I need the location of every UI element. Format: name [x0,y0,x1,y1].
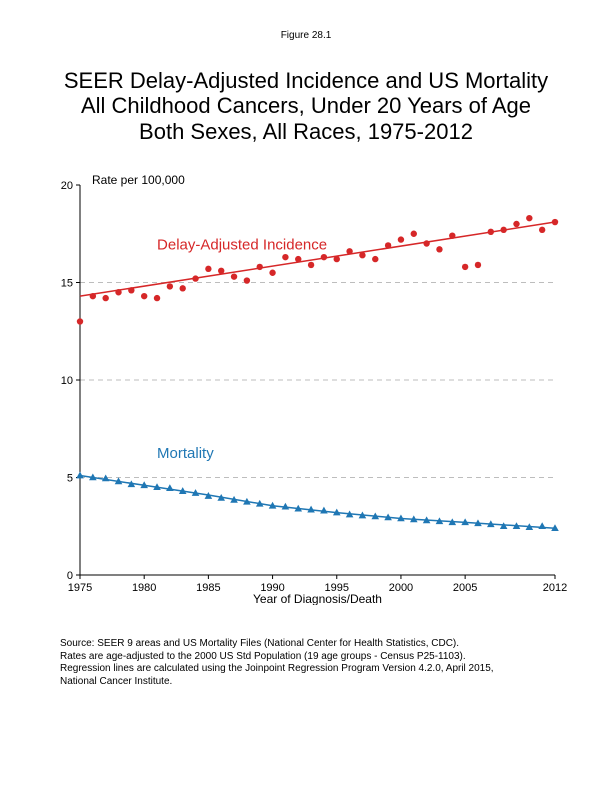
x-tick-label: 2005 [453,582,477,594]
incidence-point [231,273,237,279]
title-line-2: All Childhood Cancers, Under 20 Years of… [81,93,531,118]
y-tick-label: 20 [61,180,73,192]
incidence-point [269,270,275,276]
incidence-point [526,215,532,221]
footnote-line-4: National Cancer Institute. [60,676,172,687]
mortality-point [320,507,328,514]
page: Figure 28.1 SEER Delay-Adjusted Incidenc… [0,0,612,792]
mortality-trend-line [80,476,555,529]
incidence-point [513,221,519,227]
incidence-point [475,262,481,268]
incidence-point [244,277,250,283]
incidence-point [321,254,327,260]
x-tick-label: 1980 [132,582,156,594]
title-line-3: Both Sexes, All Races, 1975-2012 [139,119,473,144]
incidence-point [90,293,96,299]
incidence-point [346,248,352,254]
figure-label: Figure 28.1 [0,30,612,41]
x-tick-label: 1985 [196,582,220,594]
chart-svg: 0510152019751980198519901995200020052012… [50,175,570,605]
x-tick-label: 2000 [389,582,413,594]
y-tick-label: 15 [61,278,73,290]
incidence-point [167,283,173,289]
incidence-point [423,240,429,246]
incidence-point [218,268,224,274]
mortality-point [538,522,546,529]
chart-area: 0510152019751980198519901995200020052012… [50,175,570,605]
incidence-point [500,227,506,233]
incidence-point [282,254,288,260]
incidence-point [141,293,147,299]
mortality-point [76,472,84,479]
x-tick-label: 2012 [543,582,567,594]
incidence-label: Delay-Adjusted Incidence [157,236,327,253]
incidence-point [257,264,263,270]
incidence-point [449,233,455,239]
incidence-point [102,295,108,301]
footnote-line-1: Source: SEER 9 areas and US Mortality Fi… [60,638,459,649]
incidence-point [77,318,83,324]
x-tick-label: 1975 [68,582,92,594]
incidence-point [552,219,558,225]
incidence-point [154,295,160,301]
incidence-point [385,242,391,248]
footnote: Source: SEER 9 areas and US Mortality Fi… [60,638,494,688]
footnote-line-3: Regression lines are calculated using th… [60,663,494,674]
incidence-point [398,236,404,242]
y-tick-label: 5 [67,473,73,485]
footnote-line-2: Rates are age-adjusted to the 2000 US St… [60,651,466,662]
incidence-point [539,227,545,233]
incidence-trend-line [80,222,555,296]
incidence-point [192,275,198,281]
title-line-1: SEER Delay-Adjusted Incidence and US Mor… [64,68,548,93]
incidence-point [128,287,134,293]
incidence-point [205,266,211,272]
mortality-point [166,484,174,491]
y-tick-label: 0 [67,570,73,582]
incidence-point [295,256,301,262]
incidence-point [115,289,121,295]
chart-title: SEER Delay-Adjusted Incidence and US Mor… [0,68,612,144]
incidence-point [308,262,314,268]
incidence-point [436,246,442,252]
incidence-point [462,264,468,270]
x-axis-title: Year of Diagnosis/Death [253,592,382,605]
incidence-point [411,231,417,237]
mortality-label: Mortality [157,445,214,462]
incidence-point [180,285,186,291]
incidence-point [359,252,365,258]
y-axis-title: Rate per 100,000 [92,175,185,187]
incidence-point [334,256,340,262]
y-tick-label: 10 [61,375,73,387]
incidence-point [372,256,378,262]
incidence-point [488,229,494,235]
